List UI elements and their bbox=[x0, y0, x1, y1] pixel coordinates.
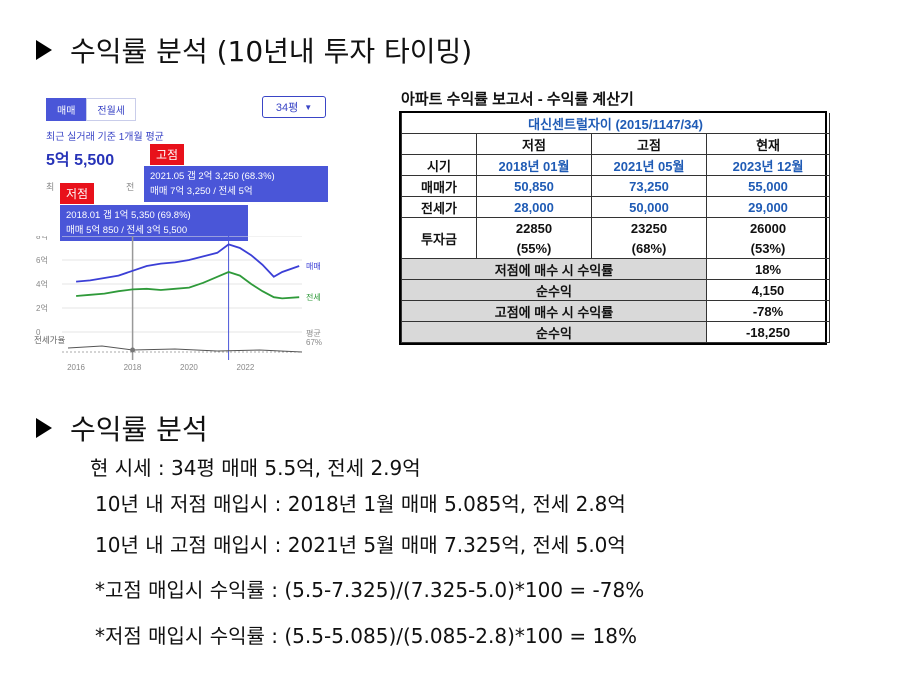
x-tick-label: 2020 bbox=[180, 363, 198, 372]
price-chart-widget: 매매 전월세 34평 ▼ 최근 실거래 기준 1개월 평균 5억 5,500 최… bbox=[34, 90, 334, 380]
table-header-row: 저점 고점 현재 bbox=[401, 133, 831, 155]
y-tick-label: 4억 bbox=[36, 279, 48, 289]
low-point-tooltip: 2018.01 갭 1억 5,350 (69.8%) 매매 5억 850 / 전… bbox=[60, 205, 248, 241]
bullet-triangle-icon bbox=[36, 418, 52, 438]
summary-value-low-profit: 4,150 bbox=[705, 279, 831, 301]
summary-label-high-yield: 고점에 매수 시 수익률 bbox=[401, 300, 707, 322]
cut-label-2: 전 bbox=[126, 182, 135, 192]
report-title: 아파트 수익률 보고서 - 수익률 계산기 bbox=[399, 89, 827, 113]
table-row: 투자금 22850 23250 26000 bbox=[401, 217, 831, 259]
invest-current-pct: (53%) bbox=[705, 238, 831, 259]
series-label: 전세 bbox=[306, 292, 321, 302]
table-row: 고점에 매수 시 수익률 -78% bbox=[401, 300, 831, 322]
y-tick-label: 0 bbox=[36, 328, 41, 337]
cut-label-1: 최 bbox=[46, 182, 55, 192]
bullet-triangle-icon bbox=[36, 40, 52, 60]
row-label-sale: 매매가 bbox=[401, 175, 477, 197]
low-buy-line: 10년 내 저점 매입시 : 2018년 1월 매매 5.085억, 전세 2.… bbox=[95, 492, 626, 516]
series-line-sale bbox=[76, 243, 300, 283]
sale-high: 73,250 bbox=[591, 175, 707, 197]
section-title: 수익률 분석 bbox=[36, 408, 208, 448]
high-point-tag: 고점 bbox=[150, 144, 185, 165]
chart-subtitle: 최근 실거래 기준 1개월 평균 bbox=[46, 132, 164, 143]
size-select-value: 34평 bbox=[275, 102, 299, 114]
invest-low-pct: (55%) bbox=[476, 238, 592, 259]
header-high: 고점 bbox=[591, 133, 707, 155]
y-tick-label: 2억 bbox=[36, 303, 48, 313]
table-row: 매매가 50,850 73,250 55,000 bbox=[401, 175, 831, 197]
section-title-text: 수익률 분석 bbox=[70, 413, 208, 446]
high-tooltip-line-1: 2021.05 갭 2억 3,250 (68.3%) bbox=[150, 171, 275, 182]
table-row: (55%) (68%) (53%) bbox=[402, 238, 831, 259]
table-row: 순수익 -18,250 bbox=[401, 321, 831, 343]
jeonse-ratio-average: 평균 67% bbox=[306, 329, 322, 347]
high-tooltip-line-2: 매매 7억 3,250 / 전세 5억 bbox=[150, 186, 253, 197]
series-line-jeonse bbox=[76, 271, 300, 300]
current-price-line: 현 시세 : 34평 매매 5.5억, 전세 2.9억 bbox=[90, 456, 421, 480]
invest-current: 26000 bbox=[705, 217, 831, 238]
row-label-invest: 투자금 bbox=[401, 217, 477, 259]
yield-report: 아파트 수익률 보고서 - 수익률 계산기 대신센트럴자이 (2015/1147… bbox=[399, 89, 831, 345]
x-tick-label: 2022 bbox=[237, 363, 255, 372]
size-select[interactable]: 34평 ▼ bbox=[262, 96, 326, 118]
header-empty bbox=[401, 133, 477, 155]
table-row: 시기 2018년 01월 2021년 05월 2023년 12월 bbox=[401, 154, 831, 176]
sale-low: 50,850 bbox=[476, 175, 592, 197]
invest-high: 23250 bbox=[591, 217, 707, 238]
y-tick-label: 8억 bbox=[36, 236, 48, 241]
header-current: 현재 bbox=[705, 133, 831, 155]
period-current: 2023년 12월 bbox=[705, 154, 831, 176]
ratio-avg-value: 67% bbox=[306, 338, 323, 347]
apartment-name: 대신센트럴자이 (2015/1147/34) bbox=[400, 113, 831, 134]
period-low: 2018년 01월 bbox=[476, 154, 592, 176]
ratio-line bbox=[67, 345, 303, 353]
x-tick-label: 2016 bbox=[67, 363, 85, 372]
chevron-down-icon: ▼ bbox=[304, 102, 313, 112]
row-label-period: 시기 bbox=[401, 154, 477, 176]
summary-value-high-yield: -78% bbox=[705, 300, 831, 322]
tab-rent[interactable]: 전월세 bbox=[86, 98, 137, 121]
report-table: 대신센트럴자이 (2015/1147/34) 저점 고점 현재 시기 2018년… bbox=[400, 113, 831, 343]
sale-current: 55,000 bbox=[705, 175, 831, 197]
high-point-tooltip: 2021.05 갭 2억 3,250 (68.3%) 매매 7억 3,250 /… bbox=[144, 166, 328, 202]
high-buy-line: 10년 내 고점 매입시 : 2021년 5월 매매 7.325억, 전세 5.… bbox=[95, 533, 626, 557]
slide-title-text: 수익률 분석 (10년내 투자 타이밍) bbox=[70, 35, 473, 68]
header-low: 저점 bbox=[476, 133, 592, 155]
ratio-point bbox=[130, 347, 136, 353]
jeonse-high: 50,000 bbox=[591, 196, 707, 218]
ratio-avg-label: 평균 bbox=[306, 329, 321, 338]
series-label: 매매 bbox=[306, 262, 321, 271]
low-tooltip-line-2: 매매 5억 850 / 전세 3억 5,500 bbox=[66, 225, 188, 236]
jeonse-ratio-label: 전세가율 bbox=[34, 335, 66, 345]
low-tooltip-line-1: 2018.01 갭 1억 5,350 (69.8%) bbox=[66, 210, 191, 221]
invest-high-pct: (68%) bbox=[591, 238, 707, 259]
x-tick-label: 2018 bbox=[124, 363, 142, 372]
summary-label-low-profit: 순수익 bbox=[401, 279, 707, 301]
summary-label-low-yield: 저점에 매수 시 수익률 bbox=[401, 258, 707, 280]
summary-value-low-yield: 18% bbox=[705, 258, 831, 280]
table-row: 저점에 매수 시 수익률 18% bbox=[401, 258, 831, 280]
summary-label-high-profit: 순수익 bbox=[401, 321, 707, 343]
period-high: 2021년 05월 bbox=[591, 154, 707, 176]
chart-tabs: 매매 전월세 bbox=[46, 98, 137, 121]
invest-low: 22850 bbox=[476, 217, 592, 238]
slide-title: 수익률 분석 (10년내 투자 타이밍) bbox=[36, 30, 472, 70]
current-price: 5억 5,500 bbox=[46, 152, 115, 169]
tab-sale[interactable]: 매매 bbox=[46, 98, 87, 121]
low-yield-formula: *저점 매입시 수익률 : (5.5-5.085)/(5.085-2.8)*10… bbox=[95, 624, 637, 648]
y-tick-label: 6억 bbox=[36, 255, 48, 265]
row-label-jeonse: 전세가 bbox=[401, 196, 477, 218]
high-yield-formula: *고점 매입시 수익률 : (5.5-7.325)/(7.325-5.0)*10… bbox=[95, 578, 645, 602]
summary-value-high-profit: -18,250 bbox=[705, 321, 831, 343]
low-point-tag: 저점 bbox=[60, 183, 95, 204]
jeonse-low: 28,000 bbox=[476, 196, 592, 218]
table-row: 전세가 28,000 50,000 29,000 bbox=[401, 196, 831, 218]
table-row: 순수익 4,150 bbox=[401, 279, 831, 301]
jeonse-current: 29,000 bbox=[705, 196, 831, 218]
